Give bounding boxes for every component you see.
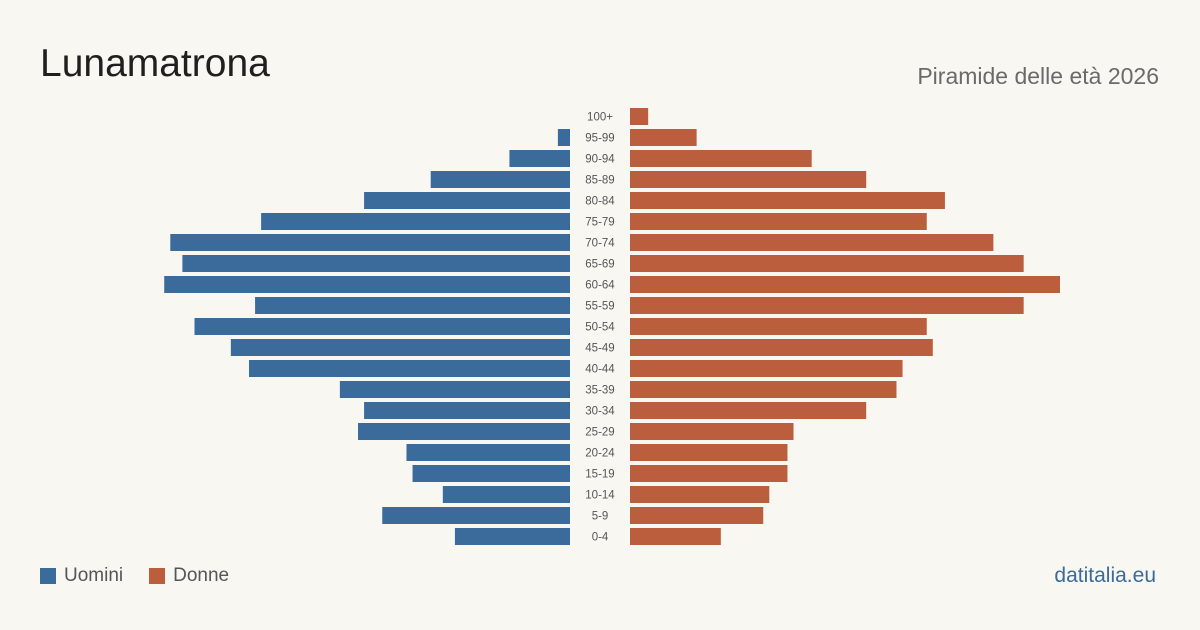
bar-women-45-49	[630, 339, 933, 356]
age-label-95-99: 95-99	[585, 133, 614, 145]
bar-women-100+	[630, 108, 649, 125]
age-label-45-49: 45-49	[585, 343, 614, 355]
bar-women-80-84	[630, 192, 945, 209]
bar-men-65-69	[182, 255, 571, 272]
age-label-70-74: 70-74	[585, 238, 615, 250]
legend-item-men: Uomini	[40, 565, 123, 587]
age-label-55-59: 55-59	[585, 301, 614, 313]
bar-women-65-69	[630, 255, 1024, 272]
bar-women-5-9	[630, 507, 764, 524]
bar-women-90-94	[630, 150, 812, 167]
bar-women-30-34	[630, 402, 867, 419]
bar-men-80-84	[364, 192, 570, 209]
bar-women-50-54	[630, 318, 927, 335]
bar-men-85-89	[430, 171, 570, 188]
bar-women-0-4	[630, 528, 721, 545]
age-label-75-79: 75-79	[585, 217, 614, 229]
age-label-15-19: 15-19	[585, 469, 614, 481]
age-label-90-94: 90-94	[585, 154, 615, 166]
bar-men-20-24	[406, 444, 570, 461]
age-label-20-24: 20-24	[585, 448, 615, 460]
age-label-30-34: 30-34	[585, 406, 615, 418]
bar-men-75-79	[261, 213, 570, 230]
bar-women-25-29	[630, 423, 794, 440]
chart-subtitle: Piramide delle età 2026	[917, 63, 1159, 89]
bar-men-25-29	[358, 423, 570, 440]
bar-women-15-19	[630, 465, 788, 482]
legend-label-women: Donne	[173, 565, 230, 586]
age-label-40-44: 40-44	[585, 364, 615, 376]
bar-men-50-54	[194, 318, 570, 335]
age-label-5-9: 5-9	[592, 511, 609, 523]
bar-women-70-74	[630, 234, 994, 251]
bar-men-60-64	[164, 276, 571, 293]
age-label-80-84: 80-84	[585, 196, 615, 208]
bar-men-35-39	[339, 381, 570, 398]
bar-men-70-74	[170, 234, 571, 251]
brand-link[interactable]: datitalia.eu	[1054, 564, 1156, 587]
age-label-10-14: 10-14	[585, 490, 615, 502]
bar-women-10-14	[630, 486, 770, 503]
bar-women-60-64	[630, 276, 1060, 293]
bar-women-40-44	[630, 360, 903, 377]
age-label-50-54: 50-54	[585, 322, 615, 334]
bar-women-95-99	[630, 129, 697, 146]
bar-men-0-4	[454, 528, 570, 545]
legend-swatch-women	[149, 568, 166, 584]
age-label-100+: 100+	[587, 112, 613, 124]
bar-women-85-89	[630, 171, 867, 188]
legend-item-women: Donne	[149, 565, 229, 587]
bar-women-20-24	[630, 444, 788, 461]
bar-men-40-44	[249, 360, 570, 377]
bar-men-55-59	[255, 297, 570, 314]
age-label-0-4: 0-4	[592, 532, 609, 544]
chart-title: Lunamatrona	[40, 42, 270, 85]
bar-men-15-19	[412, 465, 570, 482]
bar-women-75-79	[630, 213, 927, 230]
bar-women-35-39	[630, 381, 897, 398]
bar-men-30-34	[364, 402, 570, 419]
bar-men-5-9	[382, 507, 570, 524]
age-label-60-64: 60-64	[585, 280, 615, 292]
bar-women-55-59	[630, 297, 1024, 314]
bar-men-95-99	[557, 129, 570, 146]
age-label-65-69: 65-69	[585, 259, 614, 271]
legend-label-men: Uomini	[64, 565, 124, 586]
age-label-35-39: 35-39	[585, 385, 614, 397]
legend: Uomini Donne	[40, 565, 255, 587]
age-label-85-89: 85-89	[585, 175, 614, 187]
age-label-25-29: 25-29	[585, 427, 614, 439]
bar-men-10-14	[442, 486, 570, 503]
legend-swatch-men	[40, 568, 56, 584]
bar-men-45-49	[230, 339, 570, 356]
bar-men-90-94	[509, 150, 570, 167]
